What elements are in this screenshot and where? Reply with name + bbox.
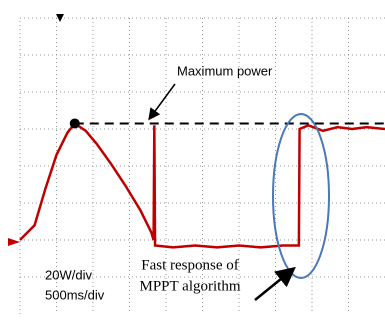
arrow	[150, 84, 175, 118]
annotation: 20W/div	[45, 267, 92, 282]
annotation: 500ms/div	[45, 287, 105, 302]
highlight-ellipse	[273, 114, 329, 278]
annotation: MPPT algorithm	[140, 278, 241, 294]
peak-dot	[70, 118, 80, 128]
annotation: Maximum power	[177, 63, 273, 78]
arrow	[255, 270, 292, 300]
chart: Maximum power 20W/div 500ms/div Fast res…	[0, 0, 385, 323]
annotation: Fast response of	[141, 257, 239, 273]
ground-marker	[8, 238, 20, 246]
trigger-marker	[56, 14, 64, 22]
